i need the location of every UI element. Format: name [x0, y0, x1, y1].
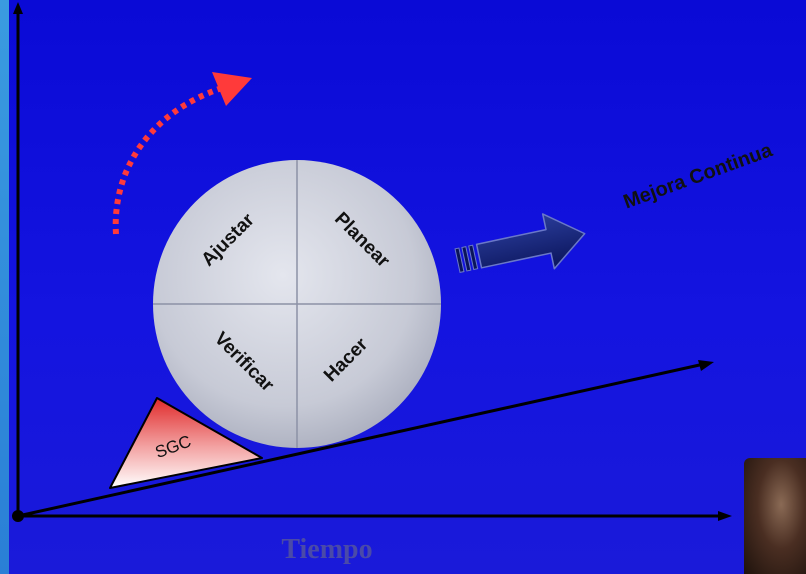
incline-arrowhead: [698, 360, 714, 371]
corner-photo: [744, 458, 806, 574]
x-axis-label: Tiempo: [281, 534, 373, 565]
x-axis-arrowhead: [718, 511, 732, 521]
sgc-wedge: [109, 397, 263, 489]
curved-dotted-arrow: [112, 85, 223, 235]
mejora-continua-label: Mejora Continua: [621, 139, 777, 214]
y-axis-arrowhead: [13, 2, 23, 14]
incline-line: [17, 362, 705, 518]
left-accent-band: [0, 0, 9, 574]
mejora-arrow: [454, 213, 586, 273]
curved-arrowhead: [212, 72, 252, 106]
